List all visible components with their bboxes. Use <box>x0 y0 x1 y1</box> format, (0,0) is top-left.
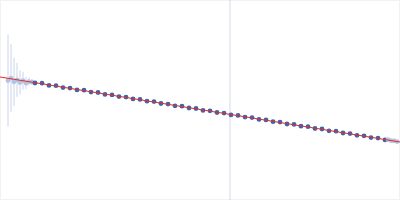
reference-line <box>230 0 231 200</box>
chart <box>0 0 400 200</box>
plot-frame <box>1 1 400 200</box>
plot-area <box>0 0 400 200</box>
fit-line <box>0 77 400 142</box>
